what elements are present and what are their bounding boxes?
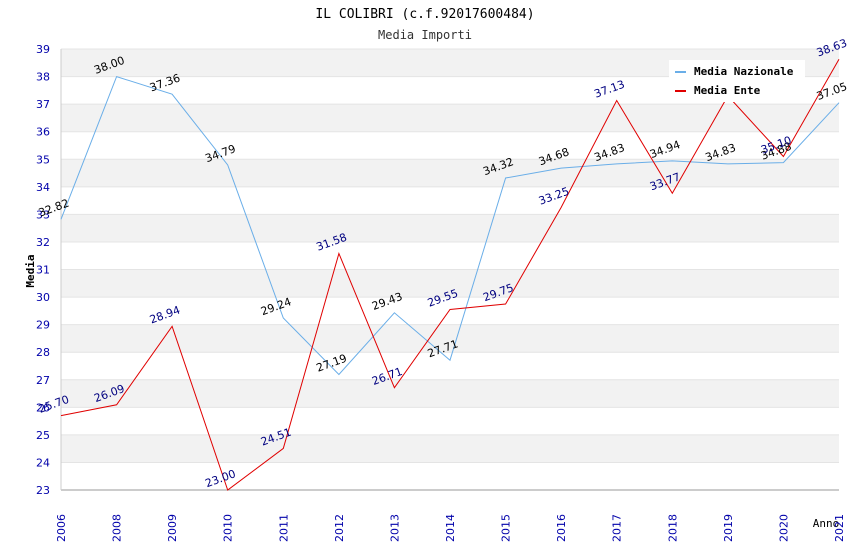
grid-band	[61, 324, 839, 353]
y-tick-label: 30	[36, 291, 50, 304]
x-tick-label: 2020	[777, 514, 790, 542]
y-tick-label: 38	[36, 71, 50, 84]
y-tick-label: 26	[36, 401, 50, 414]
series-line-nazionale	[60, 75, 840, 376]
chart-subtitle: Media Importi	[378, 28, 472, 42]
x-tick-label: 2018	[666, 514, 679, 542]
legend: Media Nazionale Media Ente	[669, 60, 805, 102]
x-tick-label: 2017	[611, 514, 624, 542]
x-tick-labels: 2006 2008 2009 2010 2011 2012 2013 2014 2015 2016…	[55, 514, 846, 542]
data-label-ente: 37.13	[592, 78, 626, 101]
y-tick-label: 39	[36, 43, 50, 56]
data-label-nazionale: 37.05	[815, 80, 849, 103]
x-tick-label: 2009	[166, 514, 179, 542]
y-tick-label: 33	[36, 208, 50, 221]
data-label-ente: 28.94	[148, 303, 182, 326]
grid-band	[61, 214, 839, 242]
y-tick-label: 32	[36, 236, 50, 249]
grid-band	[61, 434, 839, 463]
y-tick-label: 24	[36, 456, 50, 469]
y-tick-label: 37	[36, 98, 50, 111]
x-tick-label: 2013	[388, 514, 401, 542]
y-tick-label: 25	[36, 429, 50, 442]
chart-title: IL COLIBRI (c.f.92017600484)	[315, 7, 534, 22]
y-axis-label: Media	[24, 254, 37, 287]
data-label-nazionale: 34.94	[648, 138, 682, 161]
x-tick-label: 2019	[722, 514, 735, 542]
grid-band	[61, 269, 839, 298]
grid-band	[61, 104, 839, 132]
x-axis-label: Anno	[813, 517, 840, 530]
y-tick-label: 36	[36, 126, 50, 139]
x-tick-label: 2010	[222, 514, 235, 542]
data-label-ente: 33.25	[537, 185, 571, 208]
y-tick-label: 27	[36, 374, 50, 387]
x-tick-label: 2021	[833, 514, 846, 542]
x-tick-label: 2012	[333, 514, 346, 542]
legend-label-nazionale: Media Nazionale	[694, 65, 794, 78]
y-tick-label: 28	[36, 346, 50, 359]
x-tick-label: 2011	[277, 514, 290, 542]
legend-box	[669, 60, 805, 102]
grid-bands	[61, 49, 839, 463]
y-tick-label: 31	[36, 264, 50, 277]
x-tick-label: 2016	[555, 514, 568, 542]
y-tick-label: 35	[36, 153, 50, 166]
x-tick-label: 2014	[444, 514, 457, 542]
grid-band	[61, 159, 839, 187]
x-tick-label: 2015	[500, 514, 513, 542]
y-tick-label: 23	[36, 484, 50, 497]
x-tick-label: 2006	[55, 514, 68, 542]
legend-label-ente: Media Ente	[694, 84, 761, 97]
y-tick-label: 29	[36, 319, 50, 332]
series-line-ente	[60, 58, 840, 491]
series-lines	[60, 58, 840, 491]
x-tick-label: 2008	[111, 514, 124, 542]
y-tick-label: 34	[36, 181, 50, 194]
data-label-ente: 25.70	[37, 393, 71, 416]
grid-band	[61, 379, 839, 408]
y-tick-labels: 23 24 25 26 27 28 29 30 31 32 33 34 35 36 37 38 39	[36, 43, 50, 497]
